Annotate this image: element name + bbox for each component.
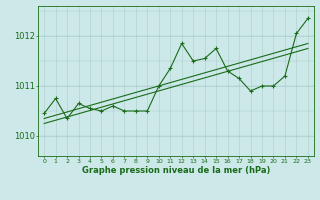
X-axis label: Graphe pression niveau de la mer (hPa): Graphe pression niveau de la mer (hPa) [82, 166, 270, 175]
